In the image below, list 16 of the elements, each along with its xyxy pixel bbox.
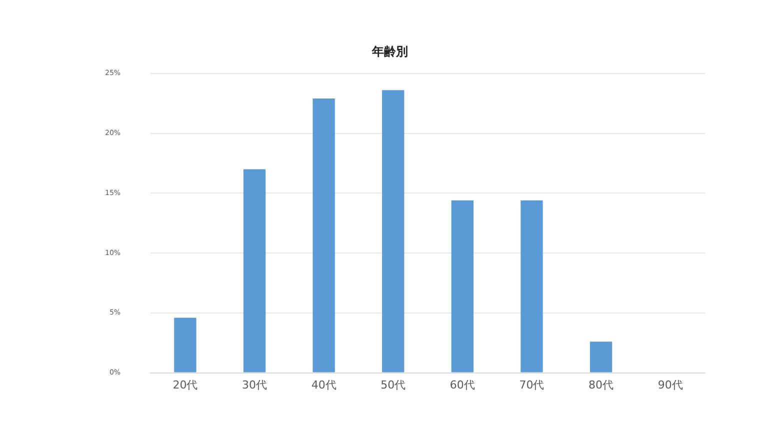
x-tick-label: 20代 bbox=[172, 378, 198, 392]
bar bbox=[243, 169, 266, 372]
chart-title: 年齢別 bbox=[371, 44, 408, 58]
x-tick-label: 90代 bbox=[658, 378, 683, 392]
x-tick-label: 40代 bbox=[311, 378, 336, 392]
bar bbox=[520, 200, 543, 372]
x-tick-label: 50代 bbox=[380, 378, 406, 392]
x-tick-label: 70代 bbox=[519, 378, 544, 392]
bar bbox=[312, 98, 335, 372]
bar bbox=[451, 200, 474, 372]
x-tick-label: 60代 bbox=[450, 378, 475, 392]
bar bbox=[590, 342, 612, 372]
x-tick-label: 30代 bbox=[242, 378, 268, 392]
bar bbox=[382, 90, 404, 372]
bar bbox=[174, 318, 196, 372]
x-tick-label: 80代 bbox=[588, 378, 614, 392]
